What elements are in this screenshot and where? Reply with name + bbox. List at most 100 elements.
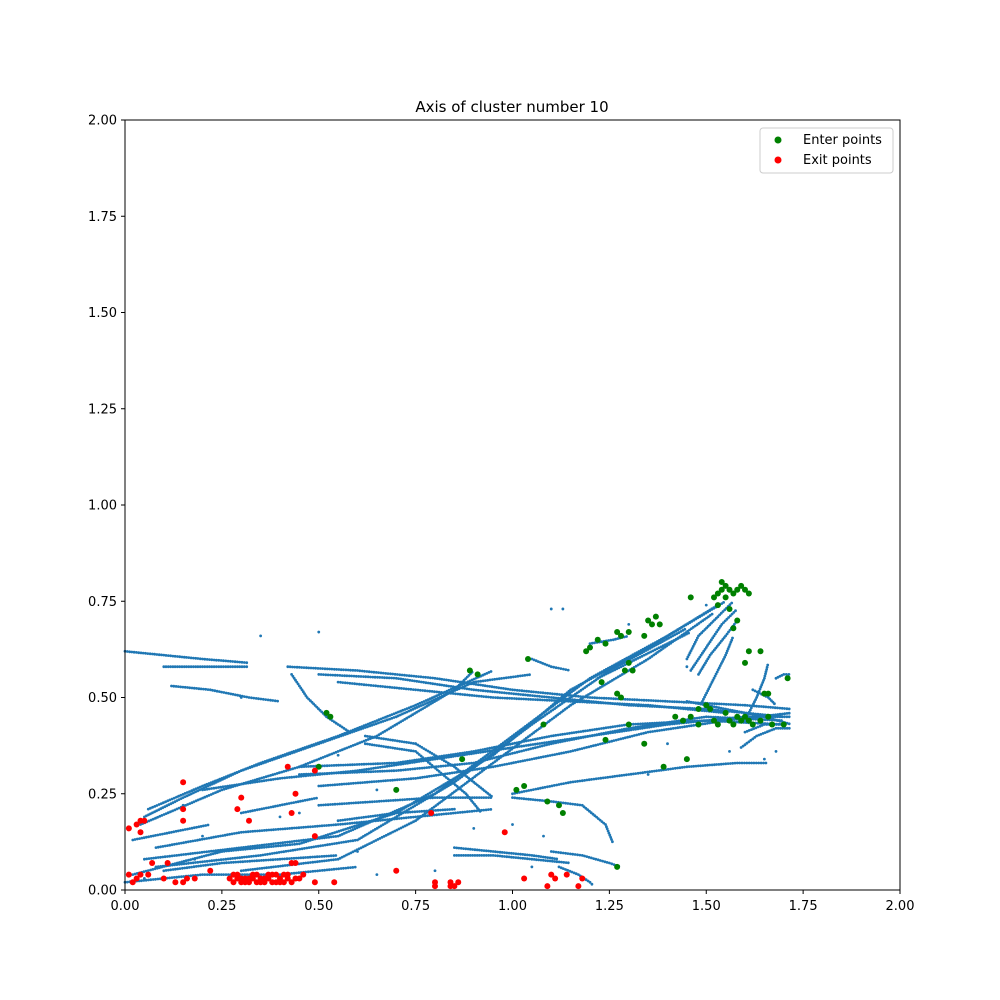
track-point	[281, 844, 285, 847]
track-point	[557, 699, 561, 703]
track-point	[323, 843, 327, 847]
track-point	[258, 846, 261, 850]
track-point	[182, 859, 186, 863]
track-point	[239, 830, 243, 834]
track-point	[527, 690, 531, 693]
track-point	[182, 862, 186, 866]
track-point	[411, 742, 415, 745]
track-point	[186, 840, 190, 844]
track-point	[350, 821, 354, 825]
exit-point	[238, 875, 245, 882]
track-point	[504, 753, 508, 757]
track-point	[647, 723, 651, 727]
track-point	[384, 833, 388, 837]
track-point	[196, 798, 200, 802]
track-point	[360, 683, 363, 686]
track-point	[128, 650, 132, 654]
track-point	[454, 796, 458, 799]
track-point	[442, 691, 446, 694]
track-point	[172, 876, 176, 879]
track-point	[279, 754, 282, 758]
track-point	[403, 708, 407, 711]
enter-point	[718, 579, 725, 585]
track-point	[446, 772, 449, 775]
track-point	[289, 849, 292, 852]
track-point	[245, 855, 249, 859]
track-point	[342, 668, 345, 672]
track-point	[411, 688, 415, 691]
track-point	[598, 696, 601, 700]
track-point	[569, 750, 572, 753]
track-point	[764, 761, 768, 765]
track-point	[438, 677, 441, 681]
track-point	[377, 718, 381, 722]
track-point	[286, 827, 289, 830]
exit-point	[288, 860, 295, 867]
track-point	[295, 826, 298, 830]
track-point	[600, 670, 604, 673]
track-point	[548, 692, 552, 695]
track-point	[196, 873, 200, 877]
track-point	[493, 690, 497, 694]
track-point	[547, 742, 551, 746]
track-point	[379, 737, 383, 740]
track-point	[229, 692, 233, 696]
track-point	[484, 796, 488, 799]
track-point	[205, 658, 209, 661]
track-point	[295, 775, 298, 779]
track-point	[704, 715, 708, 719]
track-point	[472, 682, 476, 686]
track-point	[602, 731, 606, 735]
track-point	[367, 820, 371, 823]
track-point	[373, 675, 377, 679]
track-point	[231, 692, 235, 696]
track-point	[680, 725, 684, 729]
track-point	[479, 689, 483, 692]
track-point	[642, 731, 645, 735]
track-point	[367, 770, 370, 774]
trajectory	[239, 612, 714, 873]
track-point	[163, 855, 167, 859]
track-point	[486, 689, 490, 693]
track-point	[773, 714, 776, 718]
track-point	[513, 751, 517, 755]
track-point	[360, 762, 364, 766]
track-point	[687, 724, 691, 728]
track-point	[332, 736, 336, 739]
track-point	[362, 823, 365, 827]
track-point	[543, 736, 546, 739]
track-point	[544, 691, 547, 695]
track-point	[278, 803, 282, 807]
track-point	[636, 653, 640, 657]
track-point	[719, 711, 723, 714]
track-point	[499, 686, 503, 690]
track-point	[442, 678, 446, 681]
track-point	[539, 755, 543, 759]
track-point	[501, 696, 504, 700]
track-point	[663, 705, 666, 709]
track-point	[580, 747, 584, 750]
track-point	[175, 795, 178, 799]
track-point	[236, 665, 239, 669]
track-point	[354, 781, 358, 785]
track-point	[787, 707, 791, 711]
track-point	[390, 764, 394, 767]
track-point	[413, 679, 416, 683]
exit-point	[311, 879, 318, 886]
track-point	[302, 765, 306, 768]
track-point	[472, 688, 476, 692]
track-point	[470, 682, 473, 686]
track-point	[579, 695, 582, 698]
x-tick-label: 0.00	[111, 899, 140, 914]
track-point	[198, 785, 202, 789]
track-point	[161, 832, 164, 836]
track-point	[611, 725, 615, 729]
track-point	[207, 787, 211, 791]
track-point	[386, 718, 389, 722]
track-point	[295, 665, 299, 669]
track-point	[678, 726, 682, 729]
track-point	[349, 668, 352, 672]
exit-point	[575, 883, 582, 890]
stray-point	[549, 607, 553, 611]
track-point	[447, 755, 451, 759]
